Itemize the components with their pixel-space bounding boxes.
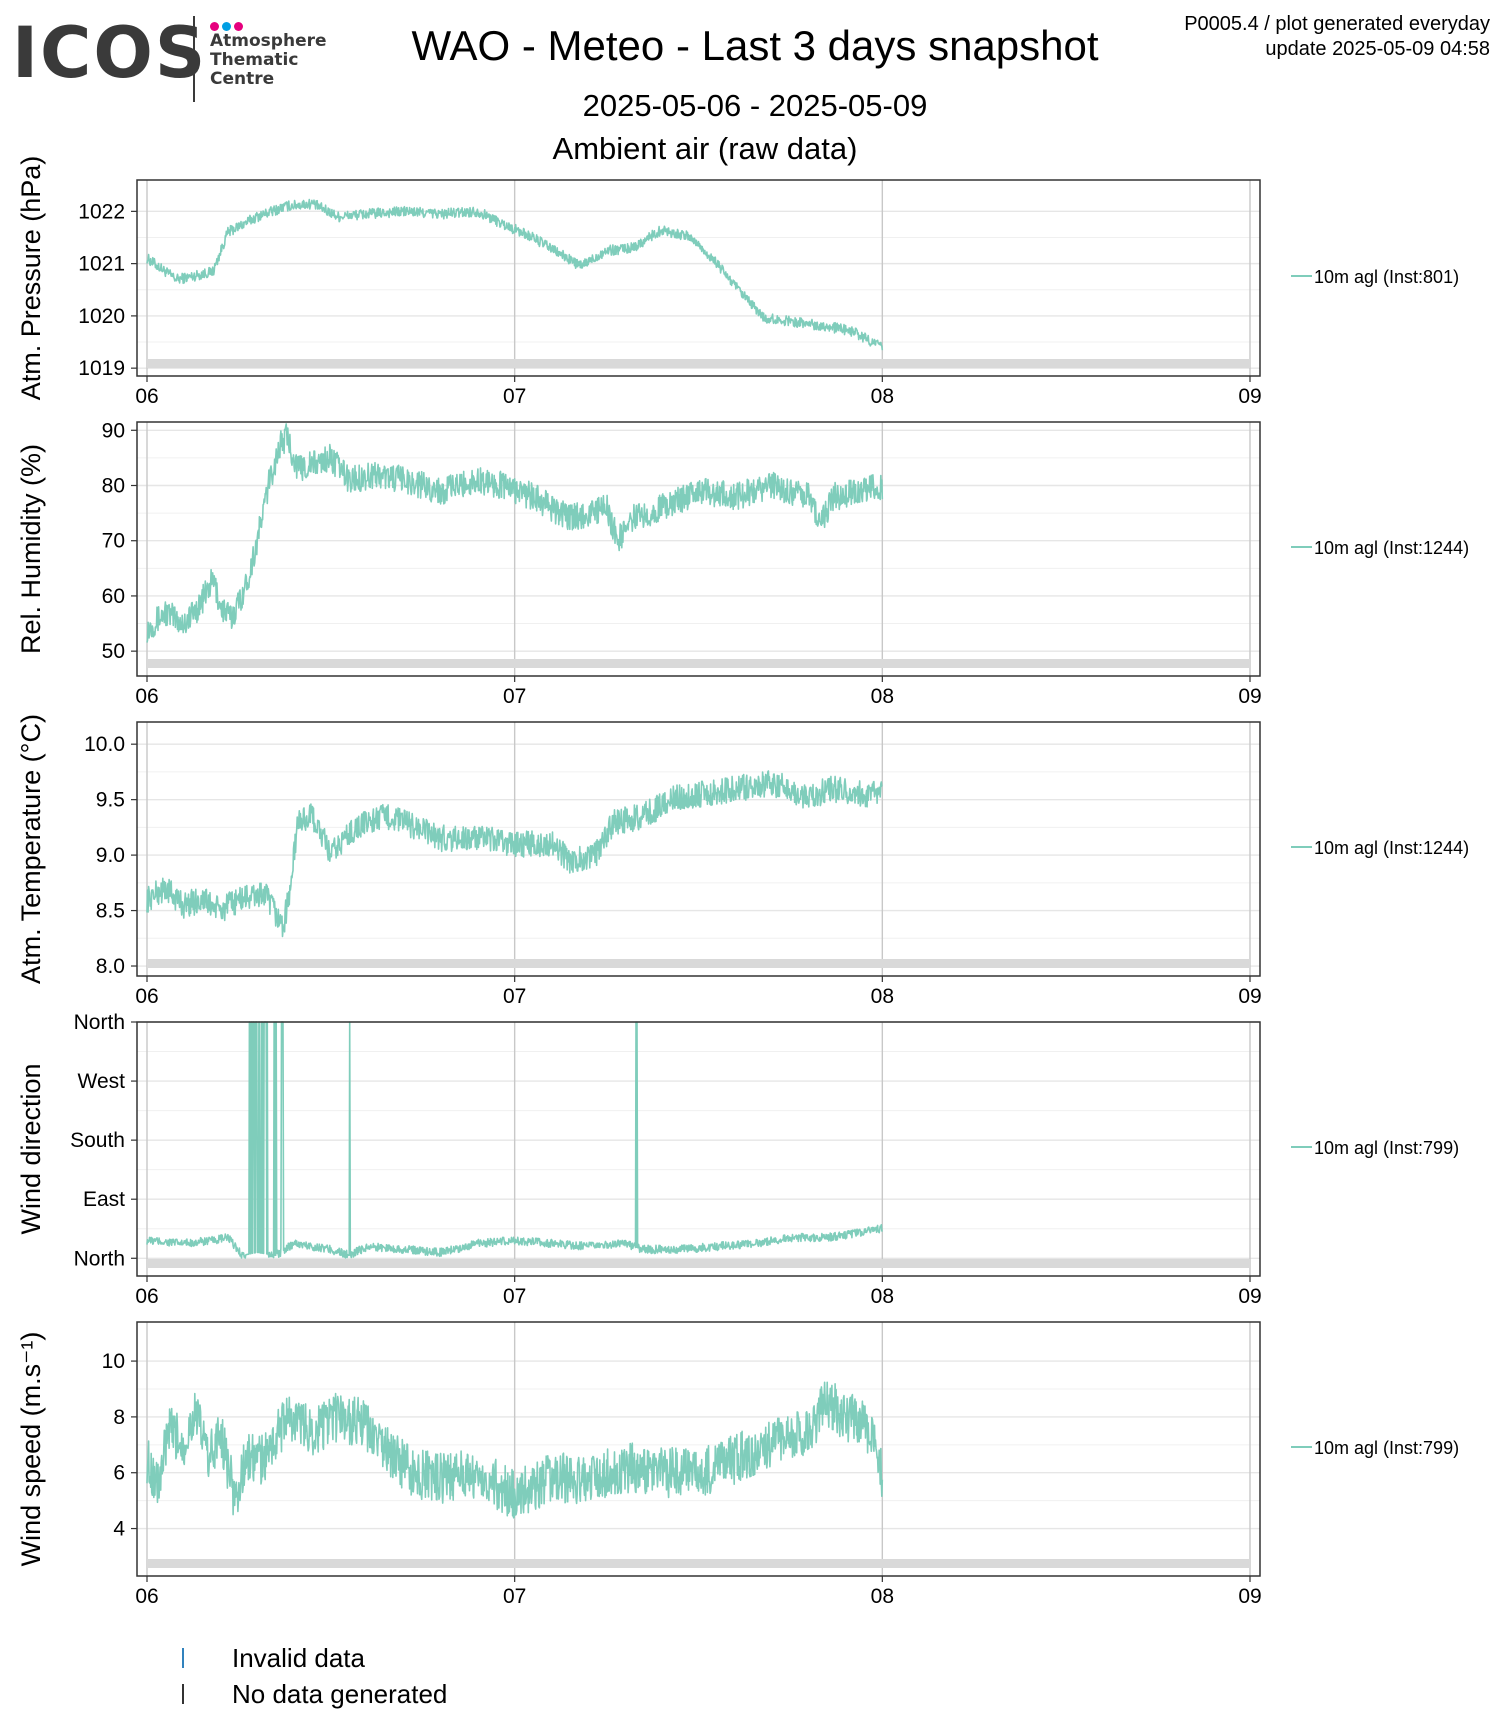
x-tick-label: 09 bbox=[1238, 1285, 1261, 1308]
plot-background bbox=[137, 722, 1260, 976]
plot-background bbox=[137, 1322, 1260, 1576]
logo-sub-line: Thematic bbox=[210, 50, 299, 70]
y-tick-label: 60 bbox=[102, 585, 125, 608]
y-tick-label: 1020 bbox=[78, 305, 125, 328]
x-tick-label: 09 bbox=[1238, 685, 1261, 708]
plot-border bbox=[136, 421, 1261, 677]
y-tick-label: 50 bbox=[102, 640, 125, 663]
logo-sub-line: Centre bbox=[210, 69, 275, 89]
info-line: update 2025-05-09 04:58 bbox=[1265, 38, 1490, 60]
data-series-line bbox=[146, 423, 884, 643]
y-tick-label: 10.0 bbox=[84, 733, 125, 756]
y-axis-title: Atm. Temperature (°C) bbox=[16, 714, 46, 984]
y-tick-label: 8 bbox=[113, 1406, 125, 1429]
logo-divider bbox=[193, 16, 195, 102]
chart-panel: 4 6 8 10 06 07 08 09 Wind speed (m.s⁻¹) 10m agl (… bbox=[16, 1321, 1459, 1608]
plot-background bbox=[137, 180, 1260, 376]
y-axis-title: Wind speed (m.s⁻¹) bbox=[16, 1332, 46, 1567]
series-legend-label: 10m agl (Inst:1244) bbox=[1314, 538, 1469, 558]
chart-panel: North East South West North 06 07 08 09 Wind dire… bbox=[16, 1011, 1459, 1308]
y-tick-label: East bbox=[83, 1188, 125, 1211]
y-tick-label: 80 bbox=[102, 475, 125, 498]
data-series-line bbox=[146, 1021, 883, 1259]
series-legend-label: 10m agl (Inst:799) bbox=[1314, 1138, 1459, 1158]
x-tick-label: 08 bbox=[871, 685, 894, 708]
plot-border bbox=[136, 721, 1261, 977]
legend-label: No data generated bbox=[232, 1679, 448, 1709]
y-tick-label: 1022 bbox=[78, 200, 125, 223]
plot-background bbox=[137, 1022, 1260, 1276]
plot-border bbox=[136, 179, 1261, 377]
y-tick-label: 8.0 bbox=[96, 955, 125, 978]
x-tick-label: 07 bbox=[503, 985, 526, 1008]
logo-sub-line: Atmosphere bbox=[210, 31, 327, 51]
y-tick-label: 90 bbox=[102, 419, 125, 442]
x-tick-label: 06 bbox=[135, 685, 158, 708]
x-tick-label: 09 bbox=[1238, 385, 1261, 408]
x-tick-label: 08 bbox=[871, 385, 894, 408]
series-legend-label: 10m agl (Inst:1244) bbox=[1314, 838, 1469, 858]
data-availability-band bbox=[147, 1259, 1250, 1268]
legend-marker bbox=[182, 1684, 184, 1704]
x-tick-label: 06 bbox=[135, 1285, 158, 1308]
y-tick-label: 70 bbox=[102, 530, 125, 553]
y-tick-label: 6 bbox=[113, 1462, 125, 1485]
chart-subtitle-section: Ambient air (raw data) bbox=[552, 131, 858, 166]
series-legend-label: 10m agl (Inst:799) bbox=[1314, 1438, 1459, 1458]
y-tick-label: 1021 bbox=[78, 253, 125, 276]
chart-title: WAO - Meteo - Last 3 days snapshot bbox=[411, 22, 1099, 69]
icos-logo: ICOS Atmosphere Thematic Centre bbox=[10, 14, 330, 104]
y-tick-label: 10 bbox=[102, 1350, 125, 1373]
y-tick-label: South bbox=[70, 1129, 125, 1152]
series-legend-label: 10m agl (Inst:801) bbox=[1314, 267, 1459, 287]
x-tick-label: 08 bbox=[871, 1585, 894, 1608]
plot-background bbox=[137, 422, 1260, 676]
legend-label: Invalid data bbox=[232, 1643, 365, 1673]
data-availability-band bbox=[147, 959, 1250, 968]
plot-border bbox=[136, 1321, 1261, 1577]
y-tick-label: 1019 bbox=[78, 357, 125, 380]
x-tick-label: 08 bbox=[871, 1285, 894, 1308]
data-availability-band bbox=[147, 1559, 1250, 1568]
chart-subtitle-dates: 2025-05-06 - 2025-05-09 bbox=[582, 88, 928, 123]
logo-wordmark: ICOS bbox=[12, 12, 208, 94]
x-tick-label: 09 bbox=[1238, 985, 1261, 1008]
x-tick-label: 09 bbox=[1238, 1585, 1261, 1608]
data-availability-band bbox=[147, 359, 1250, 368]
y-tick-label: North bbox=[74, 1247, 125, 1270]
x-tick-label: 07 bbox=[503, 385, 526, 408]
x-tick-label: 08 bbox=[871, 985, 894, 1008]
chart-panel: 50 60 70 80 90 06 07 08 09 Rel. Humidity (%) 10m a… bbox=[16, 419, 1469, 708]
chart-panel: 1019 1020 1021 1022 06 07 08 09 Atm. Pressure (h… bbox=[16, 156, 1459, 408]
logo-subtitle: Atmosphere Thematic Centre bbox=[210, 32, 327, 89]
plot-border bbox=[136, 1021, 1261, 1277]
y-tick-label: 9.0 bbox=[96, 844, 125, 867]
y-axis-title: Rel. Humidity (%) bbox=[16, 444, 46, 654]
logo-dots bbox=[210, 18, 246, 36]
x-tick-label: 06 bbox=[135, 985, 158, 1008]
legend-marker bbox=[182, 1648, 184, 1668]
y-axis-title: Atm. Pressure (hPa) bbox=[16, 156, 46, 401]
x-tick-label: 06 bbox=[135, 385, 158, 408]
y-tick-label: West bbox=[78, 1070, 126, 1093]
x-tick-label: 06 bbox=[135, 1585, 158, 1608]
x-tick-label: 07 bbox=[503, 1585, 526, 1608]
y-axis-title: Wind direction bbox=[16, 1063, 46, 1234]
generation-info: P0005.4 / plot generated everyday update… bbox=[1184, 12, 1490, 62]
y-tick-label: 4 bbox=[113, 1518, 125, 1541]
y-tick-label: North bbox=[74, 1011, 125, 1034]
data-series-line bbox=[146, 198, 884, 351]
y-tick-label: 9.5 bbox=[96, 789, 125, 812]
x-tick-label: 07 bbox=[503, 685, 526, 708]
data-availability-band bbox=[147, 659, 1250, 668]
data-series-line bbox=[146, 1381, 884, 1519]
chart-panel: 8.0 8.5 9.0 9.5 10.0 06 07 08 09 Atm. Temperature… bbox=[16, 714, 1469, 1008]
data-series-line bbox=[146, 770, 883, 938]
info-line: P0005.4 / plot generated everyday bbox=[1184, 13, 1490, 35]
y-tick-label: 8.5 bbox=[96, 900, 125, 923]
x-tick-label: 07 bbox=[503, 1285, 526, 1308]
